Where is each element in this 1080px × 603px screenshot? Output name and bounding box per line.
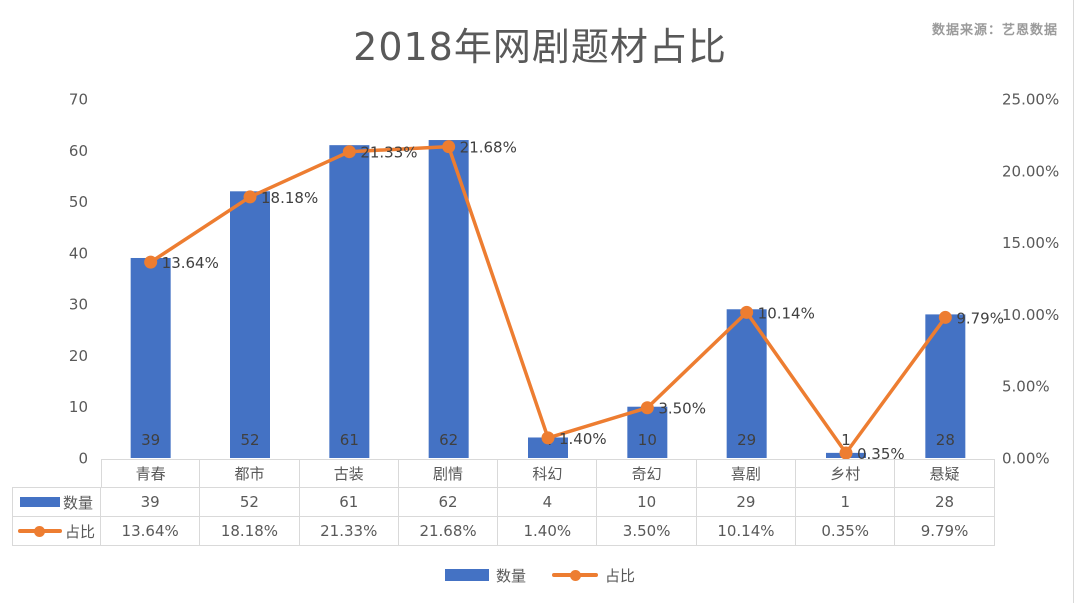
bar-swatch-icon (19, 497, 60, 507)
category-header: 剧情 (398, 459, 499, 488)
data-table: 青春 都市 古装 剧情 科幻 奇幻 喜剧 乡村 悬疑数量 39 52 61 62 4 10 29 1 28 占比 13… (12, 459, 995, 546)
chart-legend: 数量 占比 (0, 565, 1080, 585)
line-marker-dot-icon (569, 569, 581, 581)
bar-value-label: 28 (936, 431, 955, 449)
bar-奇幻 (627, 406, 668, 458)
category-header: 都市 (200, 459, 300, 488)
left-axis-tick-label: 0 (78, 450, 88, 468)
bar-value-label: 39 (141, 431, 160, 449)
line-marker-悬疑 (938, 310, 952, 324)
bar-value-label: 1 (841, 431, 851, 449)
bar-剧情 (428, 140, 469, 458)
legend-item-ratio: 占比 (552, 565, 635, 586)
bar-青春 (130, 257, 171, 458)
line-series-swatch-icon (552, 569, 598, 581)
line-marker-dot-icon (34, 525, 46, 537)
chart-right-border (1072, 0, 1074, 603)
left-axis-tick-label: 30 (69, 296, 88, 314)
category-header: 悬疑 (895, 459, 995, 488)
table-cell: 4 (498, 488, 598, 517)
table-cell: 29 (696, 488, 797, 517)
line-marker-古装 (342, 145, 356, 159)
table-cell: 0.35% (796, 517, 896, 546)
series-name-label: 数量 (62, 493, 93, 512)
table-cell: 61 (299, 488, 399, 517)
left-axis-tick-label: 70 (69, 91, 88, 109)
right-axis-tick-label: 25.00% (1002, 91, 1059, 109)
table-legend-key-ratio: 占比 (12, 517, 101, 546)
left-axis-tick-label: 50 (69, 193, 88, 211)
table-cell: 28 (895, 488, 995, 517)
data-source-note: 数据来源：艺恩数据 (931, 23, 1058, 38)
table-cell: 39 (101, 488, 201, 517)
legend-count-label: 数量 (495, 566, 526, 585)
category-header: 乡村 (796, 459, 896, 488)
line-value-label: 9.79% (956, 309, 1004, 327)
bar-古装 (329, 145, 370, 458)
right-axis-tick-label: 10.00% (1002, 306, 1059, 324)
line-swatch-icon (17, 525, 62, 537)
series-name-label: 占比 (64, 522, 95, 541)
bar-value-label: 29 (737, 431, 756, 449)
table-corner-blank (12, 459, 101, 488)
line-marker-乡村 (839, 446, 853, 460)
category-header: 科幻 (498, 459, 598, 488)
legend-ratio-label: 占比 (605, 566, 636, 585)
bar-value-label: 62 (439, 431, 458, 449)
table-legend-key-count: 数量 (12, 488, 101, 517)
left-axis-tick-label: 20 (69, 347, 88, 365)
bar-series-swatch-icon (444, 569, 489, 581)
line-marker-剧情 (442, 140, 456, 154)
line-marker-奇幻 (640, 401, 654, 415)
line-marker-科幻 (541, 431, 555, 445)
table-cell: 3.50% (597, 517, 697, 546)
table-cell: 9.79% (895, 517, 995, 546)
right-axis-tick-label: 5.00% (1002, 378, 1050, 396)
table-cell: 21.33% (299, 517, 399, 546)
table-cell: 13.64% (101, 517, 201, 546)
line-value-label: 21.68% (460, 139, 517, 157)
left-axis-tick-label: 60 (69, 142, 88, 160)
legend-item-count: 数量 (444, 565, 526, 586)
category-header: 古装 (299, 459, 399, 488)
table-cell: 18.18% (200, 517, 300, 546)
table-cell: 1 (796, 488, 896, 517)
bar-科幻 (528, 437, 568, 458)
left-axis-tick-label: 10 (69, 398, 88, 416)
line-value-label: 3.50% (658, 400, 706, 418)
right-axis-tick-label: 20.00% (1002, 162, 1059, 180)
line-value-label: 18.18% (261, 189, 318, 207)
table-cell: 21.68% (398, 517, 499, 546)
bar-都市 (230, 191, 270, 459)
table-cell: 52 (200, 488, 300, 517)
right-axis-tick-label: 15.00% (1002, 234, 1059, 252)
chart-title: 2018年网剧题材占比 (353, 25, 727, 69)
line-value-label: 21.33% (360, 144, 417, 162)
line-value-label: 1.40% (559, 430, 607, 448)
bar-value-label: 61 (340, 431, 359, 449)
bar-value-label: 10 (638, 431, 657, 449)
bar-value-label: 52 (240, 431, 259, 449)
category-header: 奇幻 (597, 459, 697, 488)
left-axis-tick-label: 40 (69, 244, 88, 262)
table-cell: 10.14% (696, 517, 797, 546)
table-cell: 62 (398, 488, 499, 517)
right-axis-tick-label: 0.00% (1002, 450, 1050, 468)
line-value-label: 13.64% (162, 254, 219, 272)
line-value-label: 10.14% (758, 304, 815, 322)
category-header: 青春 (101, 459, 201, 488)
table-cell: 1.40% (498, 517, 598, 546)
table-cell: 10 (597, 488, 697, 517)
line-value-label: 0.35% (857, 445, 905, 463)
category-header: 喜剧 (696, 459, 797, 488)
line-marker-都市 (243, 190, 257, 204)
line-marker-青春 (144, 255, 158, 269)
line-marker-喜剧 (740, 305, 754, 319)
